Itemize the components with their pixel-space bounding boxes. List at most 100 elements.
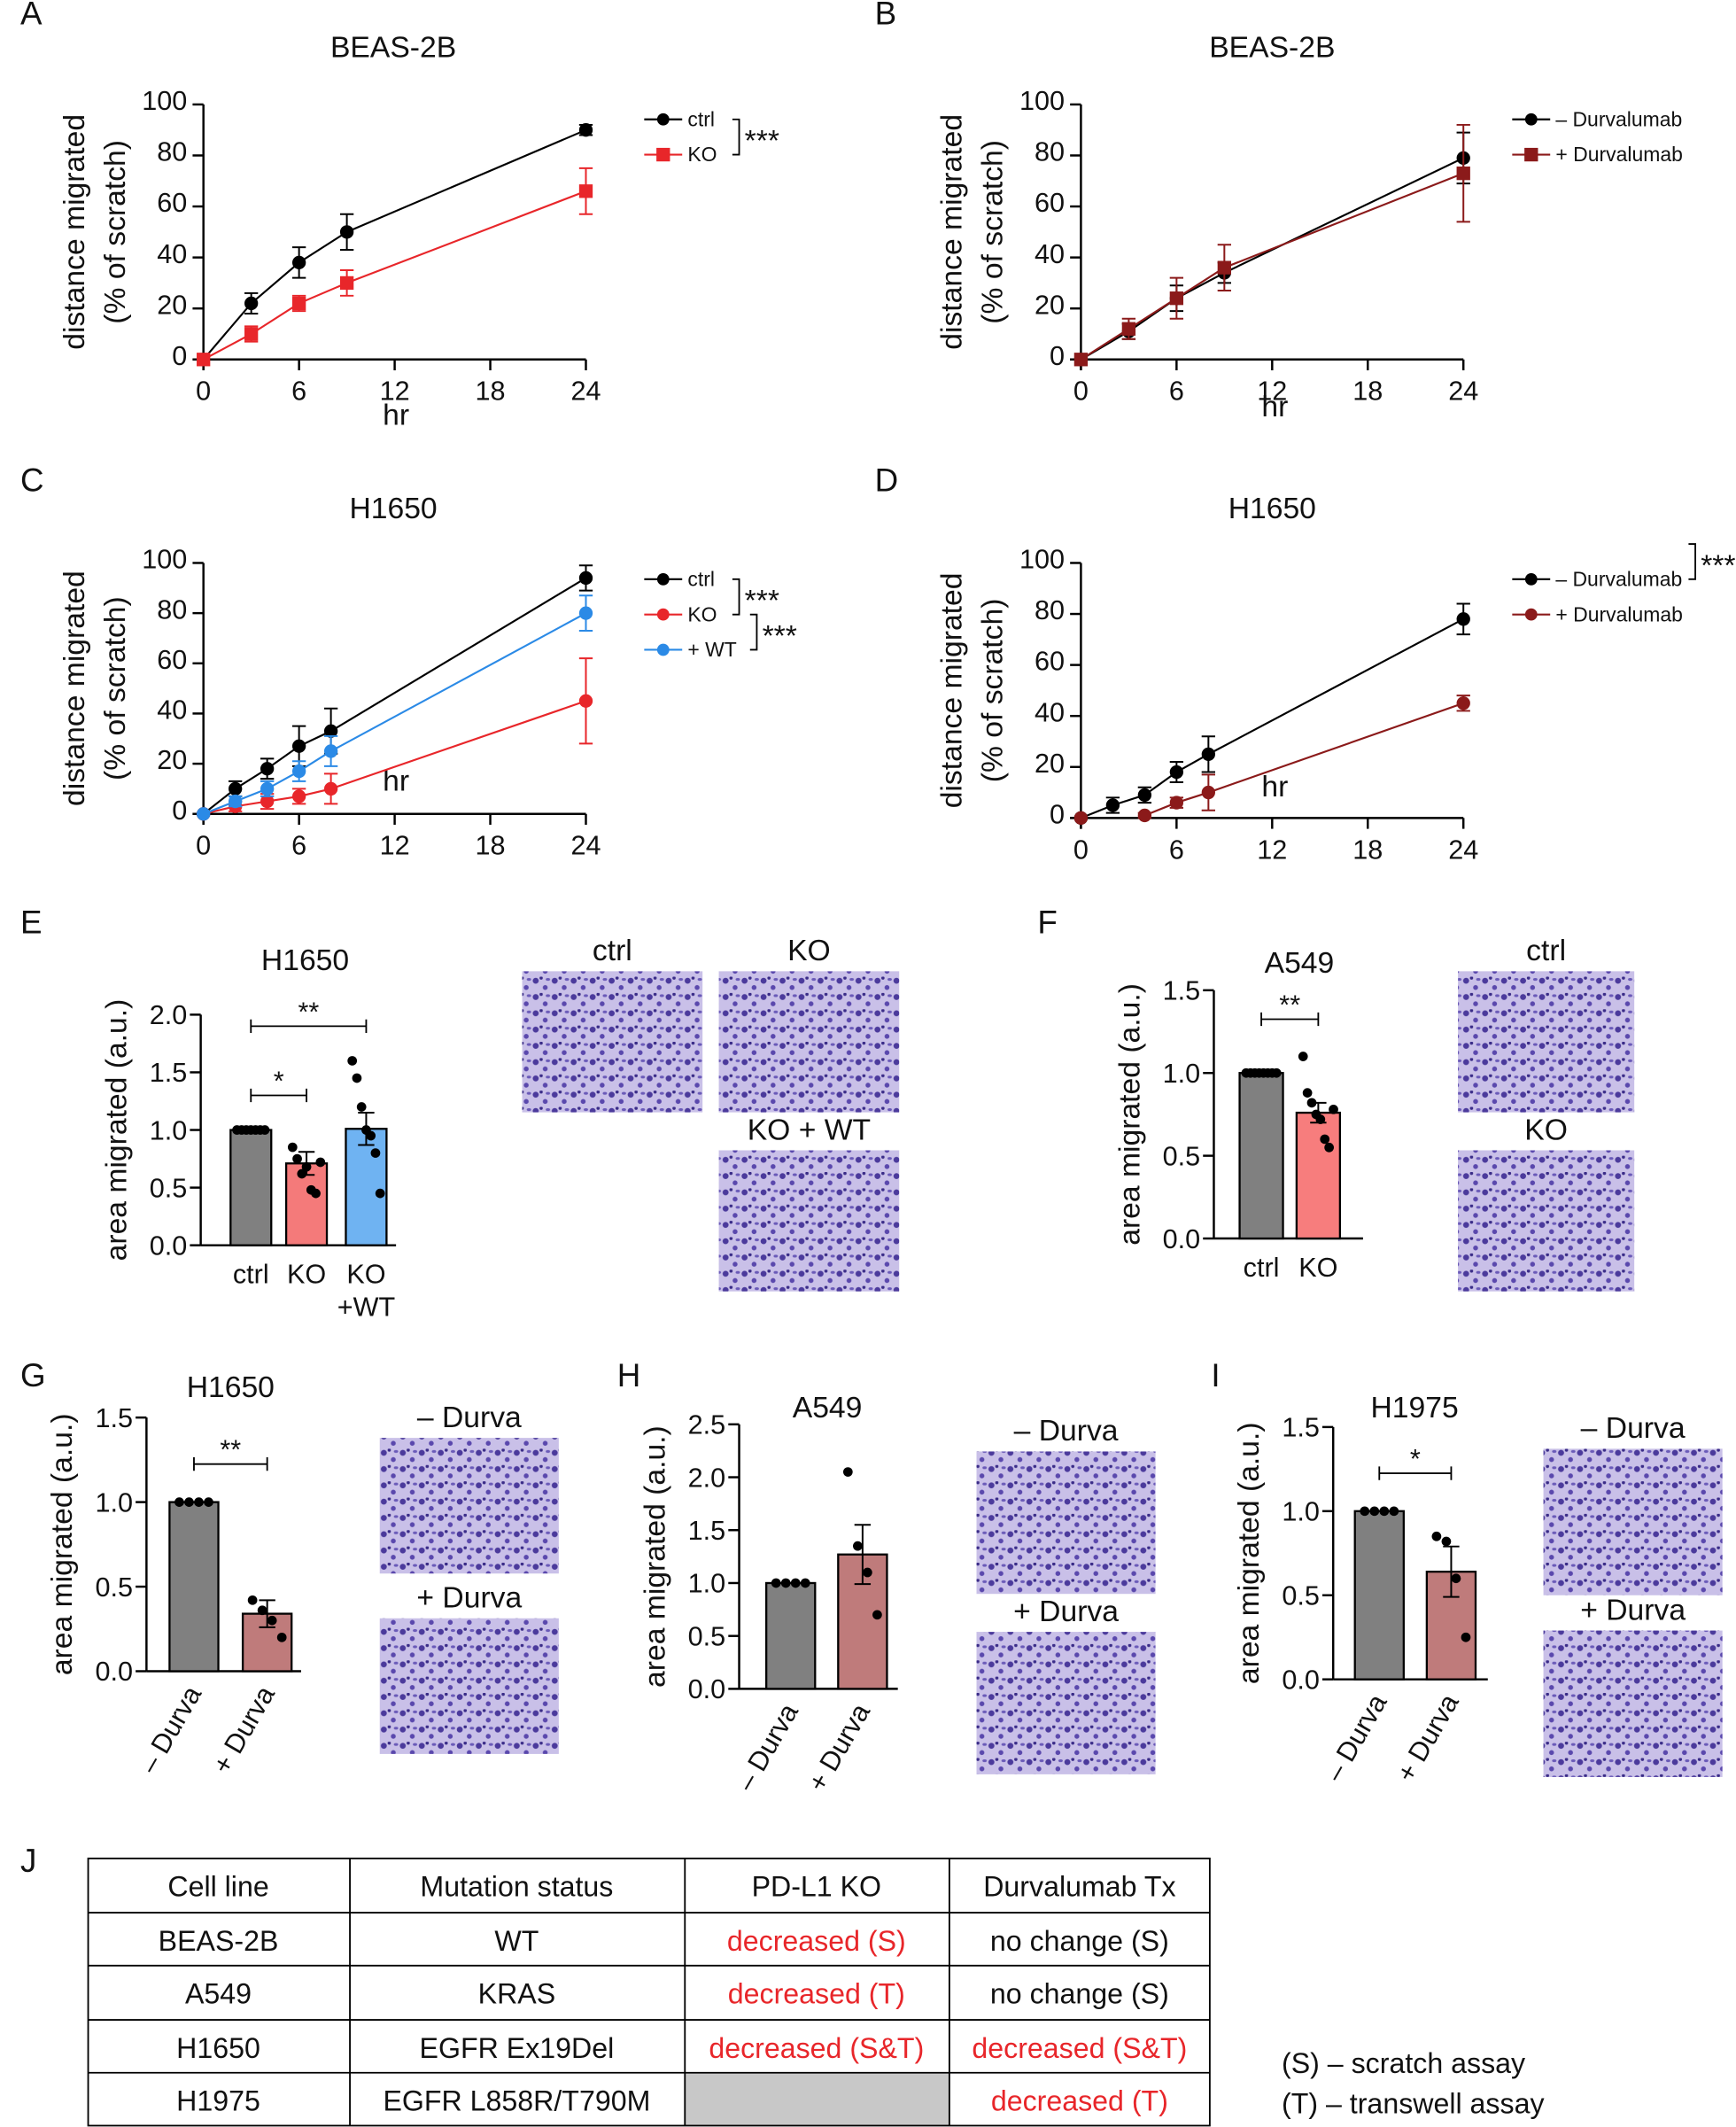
legend-marker — [656, 643, 670, 656]
significance-label: ** — [298, 997, 319, 1027]
y-tick-label: 0.5 — [1282, 1580, 1320, 1611]
empty-cell — [685, 2072, 949, 2126]
y-axis-label: (% of scratch) — [977, 599, 1010, 783]
micrograph-label: + Durva — [1580, 1594, 1686, 1626]
y-tick-label: 40 — [1035, 697, 1065, 727]
marker — [1169, 765, 1184, 780]
y-axis-label: (% of scratch) — [99, 140, 132, 324]
table-cell: decreased (S&T) — [972, 2032, 1187, 2064]
x-tick-label: 0 — [1073, 834, 1089, 865]
data-point — [315, 1157, 326, 1168]
y-tick-label: 100 — [142, 545, 187, 575]
table-cell: no change (S) — [990, 1925, 1169, 1957]
panel: C H1650 hr distance migrated (% of scratch) 0… — [20, 462, 797, 860]
legend-label: – Durvalumab — [1555, 107, 1682, 130]
significance-bracket — [1378, 1466, 1453, 1480]
error-bar — [1443, 1545, 1460, 1598]
data-point — [276, 1632, 287, 1642]
y-tick-label: 40 — [157, 239, 187, 269]
table-grid — [87, 1857, 1211, 2127]
significance-label: * — [274, 1066, 284, 1096]
data-point — [1451, 1573, 1461, 1584]
marker — [244, 327, 259, 341]
data-point — [174, 1497, 184, 1507]
significance-label: * — [1410, 1444, 1421, 1474]
legend-label: + Durvalumab — [1555, 143, 1683, 166]
marker — [244, 296, 259, 311]
legend-marker — [1524, 113, 1538, 126]
y-tick-label: 80 — [1035, 595, 1065, 625]
note: (T) – transwell assay — [1282, 2088, 1545, 2120]
x-tick-label: KO — [1298, 1253, 1337, 1283]
legend-label: ctrl — [687, 568, 715, 591]
y-axis-label: distance migrated — [58, 114, 91, 350]
y-tick-label: 20 — [157, 290, 187, 320]
y-axis-label: distance migrated — [936, 114, 969, 350]
data-point — [1441, 1536, 1452, 1547]
x-tick-label: 6 — [1169, 834, 1184, 865]
y-axis-label: distance migrated — [58, 571, 91, 806]
y-tick-label: 1.0 — [1282, 1497, 1320, 1527]
data-point — [297, 1168, 307, 1179]
y-tick-label: 1.0 — [688, 1569, 726, 1599]
data-point — [292, 1153, 302, 1164]
y-axis-label: area migrated (a.u.) — [639, 1425, 671, 1688]
chart-title: A549 — [1265, 947, 1335, 980]
legend-label: KO — [687, 602, 717, 625]
x-tick-label: ctrl — [233, 1260, 269, 1290]
y-axis-label: area migrated (a.u.) — [46, 1413, 79, 1675]
micrograph — [379, 1438, 559, 1574]
data-point — [853, 1541, 863, 1551]
y-tick-label: 100 — [1019, 86, 1065, 116]
x-tick-label: 12 — [1257, 376, 1287, 407]
x-tick-label: 12 — [380, 831, 410, 861]
y-axis-label: (% of scratch) — [977, 140, 1010, 324]
chart-title: H1650 — [187, 1371, 275, 1404]
chart-title: BEAS-2B — [1209, 31, 1335, 64]
panel: H A549 area migrated (a.u.) 0.0 0.5 1.0 1.5 2.0… — [617, 1357, 1156, 1797]
x-tick-label: ctrl — [1244, 1253, 1280, 1283]
y-tick-label: 1.0 — [1163, 1059, 1201, 1089]
data-point — [1461, 1632, 1471, 1642]
significance-bracket — [749, 613, 758, 651]
micrograph — [718, 971, 900, 1113]
micrograph-label: KO — [1524, 1114, 1568, 1146]
marker — [291, 296, 306, 311]
micrograph — [718, 1150, 900, 1292]
data-point — [356, 1102, 367, 1112]
x-tick-label: 24 — [570, 376, 601, 407]
panel-letter: J — [20, 1843, 36, 1879]
table-header: Cell line — [167, 1871, 268, 1903]
marker — [291, 739, 306, 753]
table-header: PD-L1 KO — [752, 1871, 881, 1903]
x-tick-label: 6 — [291, 376, 306, 407]
chart-title: H1650 — [349, 493, 437, 525]
data-point — [842, 1467, 853, 1477]
chart-title: H1650 — [1228, 493, 1316, 525]
data-point — [260, 1125, 270, 1135]
x-tick-label: 6 — [291, 831, 306, 861]
data-point — [1306, 1098, 1317, 1108]
table-cell: H1975 — [176, 2085, 260, 2117]
micrograph-label: – Durva — [417, 1401, 522, 1434]
legend-marker — [656, 147, 670, 162]
x-axis-label: hr — [383, 399, 409, 431]
panel-letter: D — [875, 462, 899, 498]
significance-bracket — [1260, 1012, 1320, 1027]
data-point — [790, 1578, 801, 1588]
significance-bracket — [193, 1456, 268, 1471]
marker — [578, 571, 593, 586]
significance-label: *** — [1701, 549, 1735, 582]
marker — [1201, 785, 1215, 800]
data-point — [1431, 1531, 1442, 1541]
marker — [197, 353, 211, 367]
significance-label: *** — [745, 585, 779, 617]
data-point — [1360, 1506, 1370, 1517]
marker — [1201, 747, 1215, 762]
marker — [578, 606, 593, 620]
panel: F A549 area migrated (a.u.) 0.0 0.5 1.0 1.5 ctr… — [1037, 904, 1635, 1292]
marker — [1137, 788, 1152, 803]
x-tick-label: 12 — [380, 376, 410, 407]
micrograph — [1458, 1150, 1635, 1292]
marker — [1105, 798, 1120, 812]
